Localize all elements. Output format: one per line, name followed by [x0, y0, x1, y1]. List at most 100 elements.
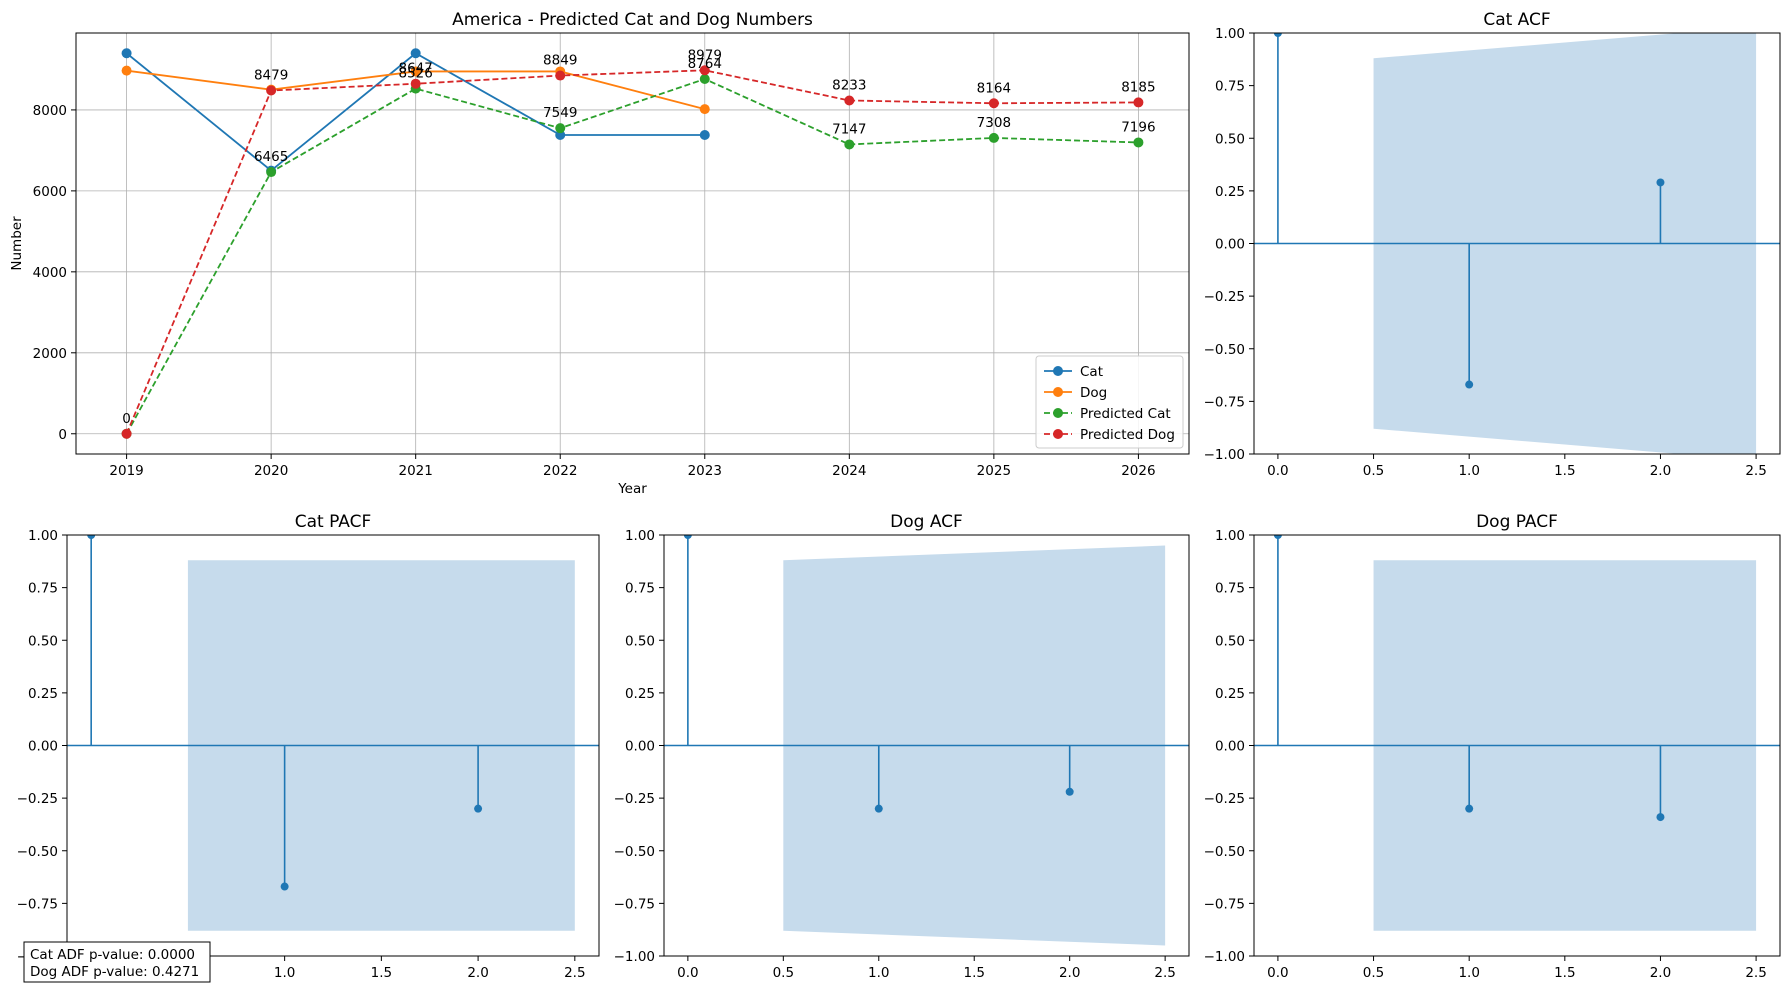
y-tick-label: 6000 — [33, 184, 67, 200]
x-tick-label: 2019 — [109, 463, 143, 479]
stem-marker — [474, 804, 483, 813]
y-tick-label: 4000 — [33, 265, 67, 281]
series-predicted-dog — [121, 65, 1144, 439]
data-label: 8647 — [399, 61, 433, 77]
chart-title: Dog ACF — [890, 512, 963, 532]
data-point — [1133, 97, 1144, 108]
data-point — [266, 167, 277, 178]
x-tick-label: 1.0 — [1458, 965, 1479, 981]
y-tick-label: 0 — [58, 427, 67, 443]
adf-dog-text: Dog ADF p-value: 0.4271 — [30, 964, 199, 980]
x-tick-label: 2026 — [1121, 463, 1155, 479]
x-tick-label: 0.5 — [1363, 463, 1384, 479]
stem-marker — [874, 804, 883, 813]
y-tick-label: −0.25 — [614, 791, 655, 807]
x-axis-label: Year — [617, 481, 647, 497]
data-label: 7196 — [1121, 119, 1155, 135]
legend-entry: Dog — [1080, 385, 1107, 401]
data-point — [121, 65, 132, 76]
x-tick-label: 2.5 — [1745, 965, 1766, 981]
data-label: 8185 — [1121, 79, 1155, 95]
data-point — [844, 139, 855, 150]
y-tick-label: 0.25 — [625, 686, 655, 702]
stem-marker — [280, 882, 289, 891]
x-tick-label: 2.0 — [1059, 965, 1080, 981]
y-tick-label: −0.75 — [1204, 394, 1245, 410]
chart-title: America - Predicted Cat and Dog Numbers — [452, 10, 813, 30]
y-tick-label: −0.50 — [1204, 844, 1245, 860]
stem-marker — [1656, 178, 1665, 187]
y-tick-label: 1.00 — [1215, 26, 1245, 42]
legend-entry: Predicted Cat — [1080, 406, 1171, 422]
y-tick-label: 0.75 — [625, 581, 655, 597]
y-tick-label: −0.25 — [1204, 791, 1245, 807]
y-tick-label: 0.25 — [1215, 184, 1245, 200]
stem-marker — [1656, 813, 1665, 822]
stem-marker — [1273, 535, 1282, 539]
adf-box-frame — [23, 941, 211, 983]
x-tick-label: 2.5 — [1745, 463, 1766, 479]
y-tick-label: 8000 — [33, 103, 67, 119]
data-label: 7308 — [977, 115, 1011, 131]
data-label: 0 — [122, 411, 131, 427]
x-tick-label: 1.5 — [371, 965, 392, 981]
data-point — [1133, 137, 1144, 148]
y-tick-label: −0.50 — [614, 844, 655, 860]
y-tick-label: −0.75 — [17, 896, 58, 912]
data-labels: 0 6465 8526 7549 8764 7147 7308 7196 8479 8647 884… — [122, 47, 1155, 426]
legend-entry: Cat — [1080, 364, 1103, 380]
data-point — [410, 66, 421, 77]
y-tick-label: −0.75 — [1204, 896, 1245, 912]
chart-title: Dog PACF — [1476, 512, 1558, 532]
series-line — [125, 69, 1139, 435]
data-label: 8979 — [688, 47, 722, 63]
y-tick-label: −0.50 — [1204, 342, 1245, 358]
legend-frame — [1035, 355, 1184, 449]
y-tick-label: 0.00 — [625, 739, 655, 755]
panel-plot-area — [67, 535, 599, 931]
dog-acf-panel: 0.0 0.5 1.0 1.5 2.0 2.5 1.00 0.75 0.50 0.25 0.00 −0… — [614, 512, 1190, 981]
cat-acf-panel: 0.0 0.5 1.0 1.5 2.0 2.5 1.00 0.75 0.50 0.25 0.00 −0… — [1204, 10, 1781, 479]
y-tick-label: 0.00 — [28, 739, 58, 755]
data-label: 8164 — [977, 80, 1011, 96]
data-point — [699, 65, 710, 76]
x-tick-label: 1.5 — [963, 965, 984, 981]
adf-box: Cat ADF p-value: 0.0000 Dog ADF p-value:… — [23, 941, 211, 983]
y-tick-label: −0.25 — [1204, 289, 1245, 305]
x-tick-label: 2025 — [977, 463, 1011, 479]
dog-pacf-panel: 0.0 0.5 1.0 1.5 2.0 2.5 1.00 0.75 0.50 0.25 0.00 −0… — [1204, 512, 1781, 981]
data-point — [121, 428, 132, 439]
data-label: 8764 — [688, 56, 722, 72]
legend-entry: Predicted Dog — [1080, 427, 1175, 443]
x-tick-label: 2020 — [254, 463, 288, 479]
legend: Cat Dog Predicted Cat Predicted Dog — [1035, 355, 1184, 449]
data-label: 6465 — [254, 149, 288, 165]
x-tick-label: 1.5 — [1554, 463, 1575, 479]
y-tick-label: 0.50 — [1215, 633, 1245, 649]
data-point — [410, 48, 421, 59]
legend-swatch-marker — [1053, 429, 1063, 439]
x-tick-label: 0.0 — [1267, 463, 1288, 479]
y-tick-label: −0.25 — [17, 791, 58, 807]
data-point — [410, 78, 421, 89]
x-tick-label: 0.0 — [1267, 965, 1288, 981]
data-point — [699, 104, 710, 115]
stem-marker — [1065, 787, 1074, 796]
x-tick-label: 2021 — [399, 463, 433, 479]
y-tick-label: −1.00 — [1204, 949, 1245, 965]
legend-swatch-marker — [1053, 408, 1063, 418]
legend-swatch-marker — [1053, 387, 1063, 397]
line-chart-panel: 0 6465 8526 7549 8764 7147 7308 7196 8479 8647 884… — [9, 10, 1190, 497]
y-tick-label: −1.00 — [1204, 447, 1245, 463]
data-label: 8849 — [543, 53, 577, 69]
y-tick-label: −1.00 — [614, 949, 655, 965]
data-point — [988, 98, 999, 109]
data-point — [988, 132, 999, 143]
axes-frame — [75, 32, 1190, 455]
adf-cat-text: Cat ADF p-value: 0.0000 — [30, 947, 195, 963]
x-tick-label: 0.5 — [773, 965, 794, 981]
x-tick-label: 1.5 — [1554, 965, 1575, 981]
stem-marker — [87, 535, 96, 539]
x-tick-label: 0.5 — [1363, 965, 1384, 981]
